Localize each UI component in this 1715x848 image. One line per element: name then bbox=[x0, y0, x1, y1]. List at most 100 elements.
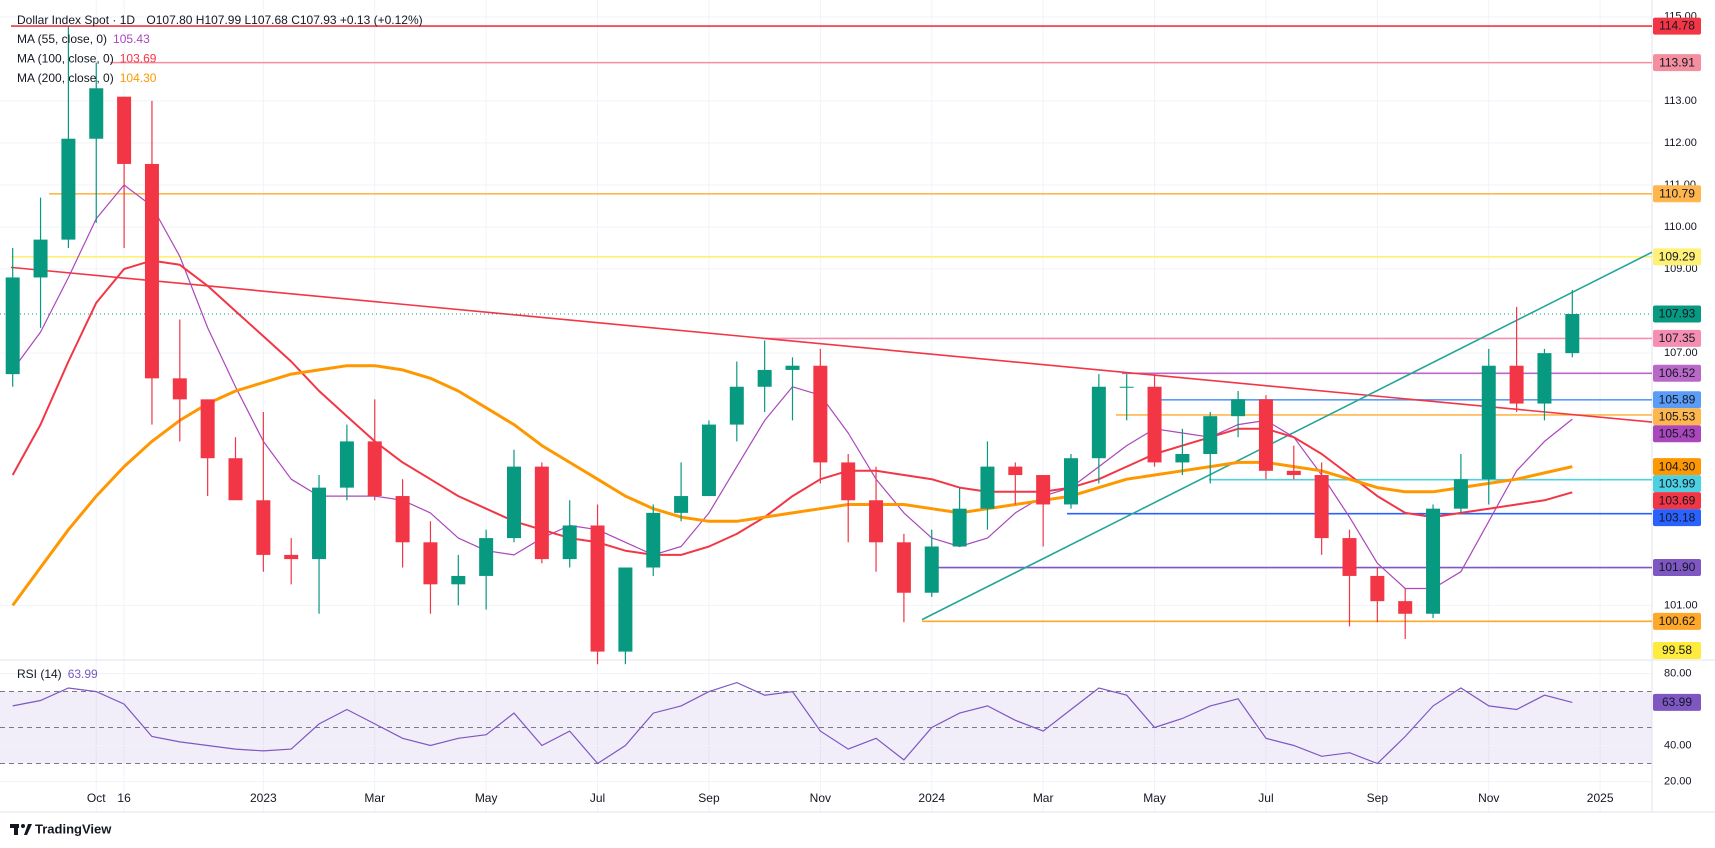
candle-body bbox=[395, 496, 410, 543]
axis-label: 106.52 bbox=[1659, 366, 1696, 380]
candle-body bbox=[980, 466, 995, 509]
axis-label: 109.29 bbox=[1659, 250, 1696, 264]
candle-body bbox=[172, 378, 187, 400]
logo-dot bbox=[21, 824, 25, 828]
legend-entry: MA (55, close, 0) 105.43 bbox=[17, 32, 150, 46]
axis-label-box bbox=[1653, 408, 1701, 426]
candle-body bbox=[1203, 416, 1218, 455]
x-tick-label: Jul bbox=[590, 791, 605, 805]
axis-label-box bbox=[1653, 185, 1701, 203]
quote: O107.80 H107.99 L107.68 C107.93 +0.13 (+… bbox=[146, 13, 422, 27]
rsi-legend: RSI (14) 63.99 bbox=[17, 667, 98, 681]
candle-body bbox=[674, 496, 689, 513]
axis-label: 107.35 bbox=[1659, 331, 1696, 345]
x-tick-label: 2024 bbox=[918, 791, 945, 805]
x-tick-label: Mar bbox=[364, 791, 385, 805]
axis-label: 114.78 bbox=[1659, 19, 1695, 33]
x-tick-label: May bbox=[1143, 791, 1166, 805]
ma-line bbox=[11, 259, 1573, 556]
logo-stem bbox=[14, 824, 18, 835]
candle-body bbox=[1036, 475, 1051, 505]
candle-body bbox=[757, 369, 772, 387]
rsi-tick-label: 20.00 bbox=[1664, 775, 1692, 787]
candle-body bbox=[1537, 353, 1552, 404]
axis-label: 107.93 bbox=[1659, 307, 1696, 321]
rsi-tick-label: 40.00 bbox=[1664, 739, 1692, 751]
axis-label-box bbox=[1653, 391, 1701, 409]
axis-label-box bbox=[1653, 425, 1701, 443]
candle-body bbox=[924, 546, 939, 593]
axis-label: 103.69 bbox=[1659, 493, 1696, 507]
candle-body bbox=[701, 424, 716, 497]
candle-body bbox=[646, 512, 661, 568]
candle-body bbox=[534, 466, 549, 560]
legend-name: MA (100, close, 0) bbox=[17, 52, 114, 66]
axis-label: 101.90 bbox=[1659, 560, 1696, 574]
candle-body bbox=[339, 441, 354, 488]
candle-body bbox=[1565, 314, 1580, 354]
candle-body bbox=[952, 508, 967, 547]
axis-label: 110.79 bbox=[1659, 186, 1695, 200]
legend-name: MA (55, close, 0) bbox=[17, 32, 107, 46]
candle-body bbox=[256, 500, 271, 555]
legend-name: MA (200, close, 0) bbox=[17, 71, 114, 85]
axis-label-box bbox=[1653, 458, 1701, 476]
axis-label: 100.62 bbox=[1659, 614, 1696, 628]
candle-body bbox=[451, 575, 466, 585]
candle-body bbox=[1370, 575, 1385, 602]
x-tick-label: May bbox=[475, 791, 498, 805]
axis-label-box bbox=[1653, 364, 1701, 382]
candle-body bbox=[841, 462, 856, 501]
axis-label: 113.91 bbox=[1659, 55, 1695, 69]
candle-body bbox=[896, 542, 911, 593]
candle-body bbox=[312, 487, 327, 560]
axis-label: 104.30 bbox=[1659, 459, 1696, 473]
candle-body bbox=[5, 277, 20, 375]
candle-body bbox=[1342, 538, 1357, 576]
rsi-value: 63.99 bbox=[68, 667, 98, 681]
axis-label-box bbox=[1653, 693, 1701, 711]
candle-body bbox=[479, 538, 494, 576]
candle-body bbox=[1064, 458, 1078, 505]
candle-body bbox=[729, 386, 744, 425]
candle-body bbox=[1231, 399, 1246, 417]
x-tick-label: 16 bbox=[117, 791, 131, 805]
candle-body bbox=[1258, 399, 1273, 471]
axis-label: 103.18 bbox=[1659, 510, 1696, 524]
y-tick-label: 109.00 bbox=[1664, 263, 1698, 275]
axis-label-box bbox=[1653, 559, 1701, 577]
x-tick-label: Nov bbox=[1478, 791, 1499, 805]
axis-label-box bbox=[1653, 492, 1701, 510]
axis-label-box bbox=[1653, 642, 1701, 659]
legend: MA (55, close, 0) 105.43 MA (100, close, 0… bbox=[17, 32, 157, 681]
y-tick-label: 101.00 bbox=[1664, 599, 1698, 611]
plot-area: Oct 16 2023 Mar May Jul Sep Nov 2024 Mar May Jul Sep… bbox=[0, 0, 1715, 813]
x-tick-label: 2023 bbox=[250, 791, 277, 805]
axis-label-box bbox=[1653, 54, 1701, 72]
x-tick-label: Sep bbox=[1367, 791, 1389, 805]
candle-body bbox=[200, 399, 215, 459]
axis-label-box bbox=[1653, 329, 1701, 347]
axis-label: 105.89 bbox=[1659, 392, 1696, 406]
candle-body bbox=[1453, 479, 1468, 509]
y-tick-label: 110.00 bbox=[1664, 221, 1697, 233]
axis-label-box bbox=[1653, 248, 1701, 266]
rsi-line bbox=[12, 681, 1573, 765]
axis-label: 63.99 bbox=[1662, 695, 1692, 709]
y-tick-label: 113.00 bbox=[1664, 95, 1697, 107]
legend-value: 105.43 bbox=[113, 32, 150, 46]
axis-label-box bbox=[1653, 305, 1701, 323]
chart-title: Dollar Index Spot · 1D bbox=[17, 13, 135, 27]
axis-label: 105.43 bbox=[1659, 426, 1696, 440]
candle-body bbox=[1119, 386, 1134, 388]
trend-line bbox=[10, 266, 1653, 423]
candle-body bbox=[507, 466, 521, 539]
candle-body bbox=[562, 525, 577, 560]
rsi-band bbox=[0, 691, 1652, 764]
candle-body bbox=[869, 500, 884, 543]
candle-body bbox=[1147, 386, 1162, 463]
candle-body bbox=[117, 96, 132, 164]
candle-body bbox=[61, 138, 76, 240]
footer: TradingView bbox=[10, 821, 112, 836]
